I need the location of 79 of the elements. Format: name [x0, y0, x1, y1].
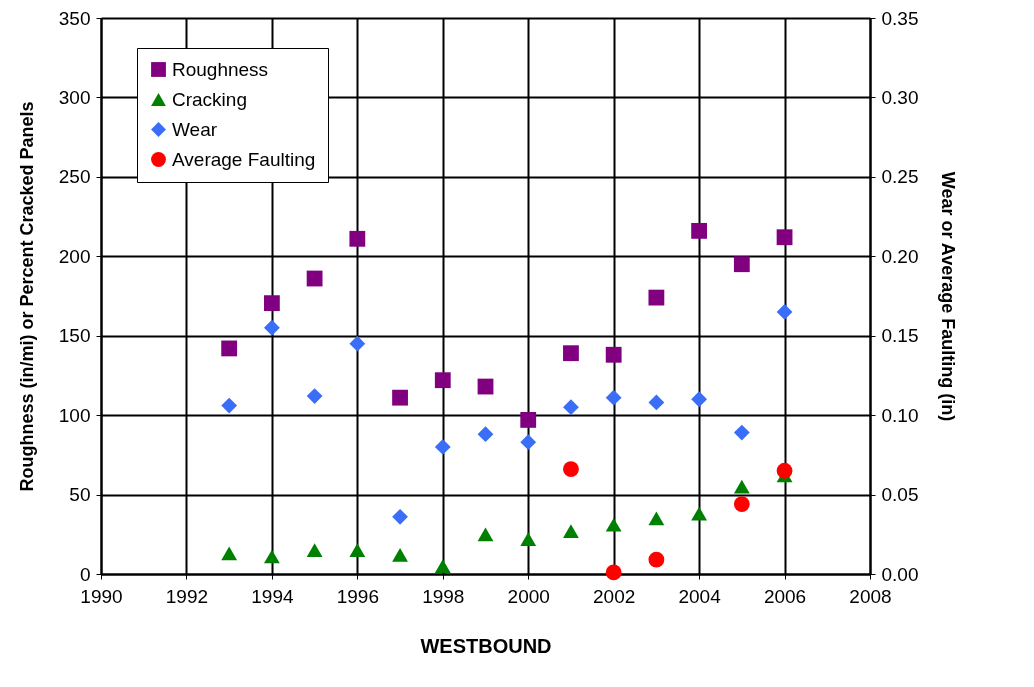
- point: [733, 496, 750, 512]
- point: [648, 289, 665, 306]
- point: [563, 461, 579, 478]
- point: [263, 295, 280, 312]
- y2-tick-label: 0.10: [881, 404, 919, 426]
- point: [349, 335, 366, 352]
- y2-axis-title: Wear or Average Faulting (in): [938, 171, 959, 422]
- y-tick-label: 250: [58, 166, 91, 188]
- legend-label: Cracking: [172, 88, 247, 110]
- legend-label: Average Faulting: [172, 148, 316, 170]
- point: [306, 270, 323, 287]
- point: [221, 546, 238, 561]
- point: [520, 532, 537, 546]
- y2-tick-label: 0.30: [881, 86, 919, 108]
- y-tick-label: 50: [69, 484, 91, 506]
- x-tick-label: 1998: [422, 585, 465, 607]
- point: [263, 319, 280, 336]
- point: [776, 303, 793, 320]
- x-tick-label: 1992: [165, 585, 209, 607]
- x-tick-label: 2000: [507, 585, 550, 607]
- point: [733, 424, 750, 441]
- point: [221, 397, 238, 414]
- point: [733, 479, 750, 494]
- point: [306, 543, 323, 558]
- point: [605, 517, 622, 532]
- y2-tick-label: 0.35: [881, 7, 919, 29]
- x-tick-label: 2002: [593, 585, 636, 607]
- point: [520, 412, 537, 428]
- legend-label: Wear: [172, 118, 218, 140]
- x-tick-label: 1994: [251, 585, 294, 607]
- point: [434, 372, 451, 389]
- point: [477, 426, 494, 443]
- point: [349, 230, 366, 247]
- point: [733, 256, 750, 273]
- point: [392, 389, 408, 406]
- x-tick-label: 1990: [80, 585, 123, 607]
- point: [563, 345, 579, 362]
- point: [477, 378, 494, 395]
- y-tick-label: 300: [58, 86, 91, 108]
- point: [648, 394, 665, 411]
- y2-tick-label: 0.05: [881, 484, 919, 506]
- y-tick-label: 100: [58, 404, 91, 426]
- point: [306, 388, 323, 404]
- y2-tick-label: 0.00: [881, 563, 919, 585]
- point: [349, 543, 366, 558]
- legend-label: Roughness: [172, 58, 269, 80]
- point: [434, 439, 451, 455]
- x-tick-label: 2008: [849, 585, 892, 607]
- y-tick-label: 200: [58, 245, 91, 267]
- y-tick-label: 150: [58, 325, 91, 347]
- y-tick-label: 0: [79, 563, 91, 585]
- point: [392, 548, 408, 562]
- point: [520, 434, 537, 451]
- point: [648, 511, 665, 526]
- point: [605, 389, 622, 406]
- point: [648, 551, 665, 568]
- point: [691, 391, 708, 408]
- point: [691, 506, 708, 521]
- y2-tick-label: 0.25: [881, 166, 919, 188]
- x-tick-label: 1996: [336, 585, 379, 607]
- point: [477, 527, 494, 542]
- y-axis-title: Roughness (in/mi) or Percent Cracked Panels: [16, 101, 37, 492]
- x-axis-title: WESTBOUND: [420, 634, 552, 657]
- point: [691, 222, 708, 239]
- point: [563, 524, 579, 538]
- y2-tick-label: 0.15: [881, 325, 919, 347]
- x-tick-label: 2004: [678, 585, 722, 607]
- point: [434, 559, 451, 573]
- point: [776, 462, 793, 479]
- x-tick-label: 2006: [763, 585, 807, 607]
- point: [392, 508, 408, 525]
- point: [605, 346, 622, 363]
- y2-tick-label: 0.20: [881, 245, 919, 267]
- point: [605, 564, 622, 581]
- point: [563, 399, 579, 416]
- y-tick-label: 350: [58, 7, 91, 29]
- point: [221, 340, 238, 357]
- point: [776, 229, 793, 246]
- point: [263, 549, 280, 564]
